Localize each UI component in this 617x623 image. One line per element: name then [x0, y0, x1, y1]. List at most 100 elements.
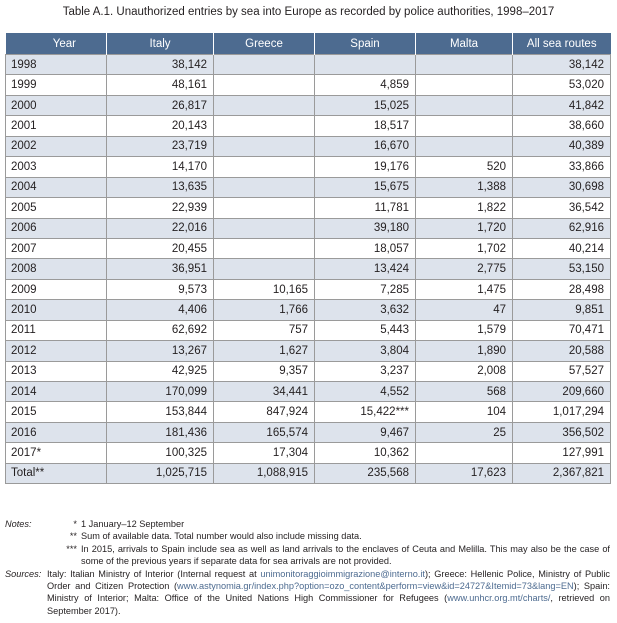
table-row: 2016 181,436 165,574 9,467 25 356,502: [5, 421, 611, 444]
column-header-italy: Italy: [106, 33, 214, 55]
year-cell: 2016: [5, 421, 107, 444]
table-row: 2004 13,635 15,675 1,388 30,698: [5, 176, 611, 199]
value-cell: 34,441: [213, 380, 315, 403]
value-cell: 38,142: [512, 53, 611, 76]
year-cell: 2017*: [5, 442, 107, 464]
value-cell: 15,025: [314, 94, 416, 117]
value-cell: 1,720: [415, 217, 513, 239]
value-cell: 22,939: [106, 197, 214, 219]
value-cell: 1,766: [213, 299, 315, 321]
year-cell: 2011: [5, 319, 107, 342]
value-cell: [213, 74, 315, 96]
value-cell: 40,214: [512, 237, 611, 260]
value-cell: 15,422***: [314, 401, 416, 423]
value-cell: 48,161: [106, 74, 214, 96]
value-cell: [415, 115, 513, 137]
value-cell: 165,574: [213, 421, 315, 444]
value-cell: [415, 135, 513, 158]
value-cell: 41,842: [512, 94, 611, 117]
column-header-spain: Spain: [314, 33, 416, 55]
value-cell: [213, 258, 315, 280]
value-cell: 100,325: [106, 442, 214, 464]
value-cell: [213, 135, 315, 158]
value-cell: 2,367,821: [512, 462, 611, 485]
sources-text: Italy: Italian Ministry of Interior (Int…: [47, 568, 610, 618]
year-cell: 2002: [5, 135, 107, 158]
year-cell: 2014: [5, 380, 107, 403]
value-cell: 153,844: [106, 401, 214, 423]
column-header-malta: Malta: [415, 33, 513, 55]
value-cell: 16,670: [314, 135, 416, 158]
value-cell: 1,388: [415, 176, 513, 199]
value-cell: [415, 94, 513, 117]
value-cell: 19,176: [314, 156, 416, 178]
value-cell: [213, 197, 315, 219]
greece-url-link[interactable]: www.astynomia.gr/index.php?option=ozo_co…: [177, 581, 574, 592]
value-cell: 18,057: [314, 237, 416, 260]
value-cell: [213, 115, 315, 137]
value-cell: 20,588: [512, 340, 611, 362]
value-cell: 70,471: [512, 319, 611, 342]
table-row: 2011 62,692 757 5,443 1,579 70,471: [5, 319, 611, 342]
value-cell: 18,517: [314, 115, 416, 137]
value-cell: 127,991: [512, 442, 611, 464]
year-cell: 2012: [5, 340, 107, 362]
table-row: 1998 38,142 38,142: [5, 53, 611, 76]
year-cell: 2010: [5, 299, 107, 321]
value-cell: 62,692: [106, 319, 214, 342]
note-text: In 2015, arrivals to Spain include sea a…: [81, 543, 610, 567]
value-cell: 2,008: [415, 360, 513, 383]
value-cell: [213, 176, 315, 199]
table-row: 2003 14,170 19,176 520 33,866: [5, 156, 611, 178]
value-cell: 104: [415, 401, 513, 423]
value-cell: [415, 442, 513, 464]
value-cell: [213, 156, 315, 178]
value-cell: 2,775: [415, 258, 513, 280]
value-cell: 4,552: [314, 380, 416, 403]
value-cell: 20,455: [106, 237, 214, 260]
table-row: 2010 4,406 1,766 3,632 47 9,851: [5, 299, 611, 321]
note-mark: *: [73, 519, 77, 529]
sources-label: Sources:: [5, 568, 42, 579]
table-caption: Table A.1. Unauthorized entries by sea i…: [62, 6, 555, 18]
value-cell: 3,632: [314, 299, 416, 321]
sources-italy: Italy: Italian Ministry of Interior (Int…: [47, 568, 261, 579]
malta-url-link[interactable]: www.unhcr.org.mt/charts/: [447, 593, 551, 604]
value-cell: 1,627: [213, 340, 315, 362]
year-cell: 2000: [5, 94, 107, 117]
value-cell: 5,443: [314, 319, 416, 342]
sources-end: , retrieved on September 2017).: [47, 593, 610, 616]
value-cell: [314, 53, 416, 76]
data-table: Year Italy Greece Spain Malta All sea ro…: [5, 33, 611, 485]
value-cell: 568: [415, 380, 513, 403]
value-cell: 3,237: [314, 360, 416, 383]
note-text: Sum of available data. Total number woul…: [81, 531, 362, 542]
table-header-row: Year Italy Greece Spain Malta All sea ro…: [5, 33, 611, 55]
table-row: 2014 170,099 34,441 4,552 568 209,660: [5, 380, 611, 403]
value-cell: 10,362: [314, 442, 416, 464]
value-cell: 28,498: [512, 278, 611, 301]
value-cell: 13,424: [314, 258, 416, 280]
value-cell: 53,020: [512, 74, 611, 96]
table-row: 2001 20,143 18,517 38,660: [5, 115, 611, 137]
value-cell: 3,804: [314, 340, 416, 362]
year-cell: 2006: [5, 217, 107, 239]
column-header-year: Year: [5, 33, 107, 55]
value-cell: 30,698: [512, 176, 611, 199]
table-row: 2007 20,455 18,057 1,702 40,214: [5, 237, 611, 260]
table-row: 2002 23,719 16,670 40,389: [5, 135, 611, 158]
value-cell: 1,475: [415, 278, 513, 301]
year-cell: 2013: [5, 360, 107, 383]
year-cell: 2003: [5, 156, 107, 178]
column-header-all-sea-routes: All sea routes: [512, 33, 611, 55]
value-cell: [213, 53, 315, 76]
value-cell: 23,719: [106, 135, 214, 158]
value-cell: 7,285: [314, 278, 416, 301]
column-header-greece: Greece: [213, 33, 315, 55]
value-cell: 25: [415, 421, 513, 444]
value-cell: 757: [213, 319, 315, 342]
value-cell: 38,142: [106, 53, 214, 76]
sources-greece: ); Greece: Hellenic Police, Ministry of …: [47, 568, 610, 592]
italy-email-link[interactable]: unimonitoraggioimmigrazione@interno.it: [260, 568, 425, 579]
table-row: 2009 9,573 10,165 7,285 1,475 28,498: [5, 278, 611, 301]
